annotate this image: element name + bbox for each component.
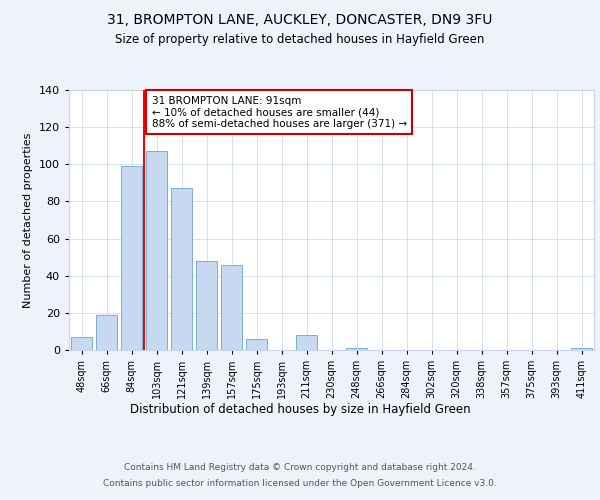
Text: 31 BROMPTON LANE: 91sqm
← 10% of detached houses are smaller (44)
88% of semi-de: 31 BROMPTON LANE: 91sqm ← 10% of detache… <box>151 96 407 129</box>
Text: Size of property relative to detached houses in Hayfield Green: Size of property relative to detached ho… <box>115 32 485 46</box>
Bar <box>96 314 117 350</box>
Bar <box>221 264 242 350</box>
Bar <box>296 335 317 350</box>
Text: Contains HM Land Registry data © Crown copyright and database right 2024.: Contains HM Land Registry data © Crown c… <box>124 462 476 471</box>
Bar <box>171 188 192 350</box>
Bar <box>121 166 142 350</box>
Bar <box>196 261 217 350</box>
Bar <box>571 348 592 350</box>
Bar <box>346 348 367 350</box>
Y-axis label: Number of detached properties: Number of detached properties <box>23 132 33 308</box>
Bar <box>146 152 167 350</box>
Bar <box>246 339 267 350</box>
Text: 31, BROMPTON LANE, AUCKLEY, DONCASTER, DN9 3FU: 31, BROMPTON LANE, AUCKLEY, DONCASTER, D… <box>107 12 493 26</box>
Bar <box>71 337 92 350</box>
Text: Distribution of detached houses by size in Hayfield Green: Distribution of detached houses by size … <box>130 402 470 415</box>
Text: Contains public sector information licensed under the Open Government Licence v3: Contains public sector information licen… <box>103 479 497 488</box>
